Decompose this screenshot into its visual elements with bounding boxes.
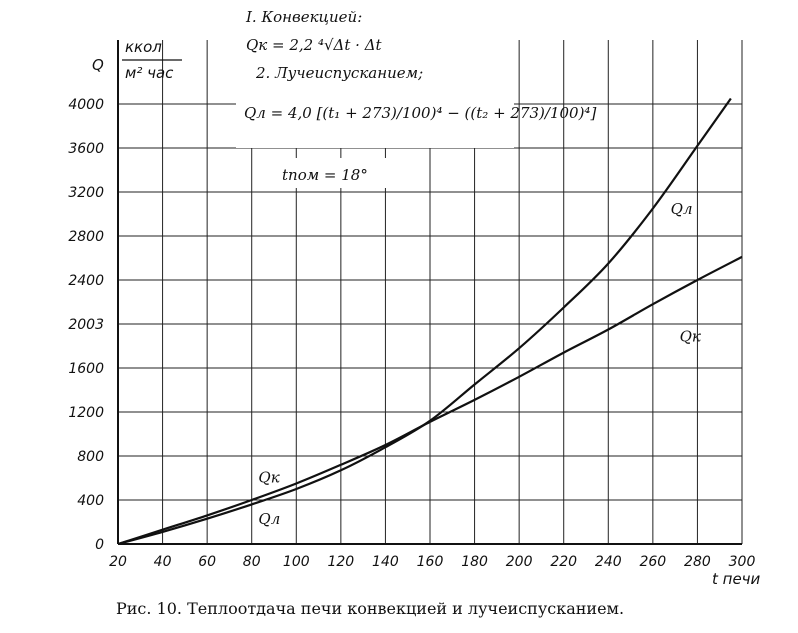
x-tick-label: 200 <box>506 554 533 570</box>
x-tick-label: 100 <box>283 554 310 570</box>
y-tick-label: 1600 <box>68 361 104 377</box>
x-tick-label: 120 <box>327 554 354 570</box>
y-tick-label: 0 <box>95 537 104 553</box>
y-tick-label: 2003 <box>68 317 104 333</box>
x-tick-label: 60 <box>198 554 216 570</box>
tpom-annotation: tпом = 18° <box>282 166 368 184</box>
series-label: Qл <box>671 200 693 218</box>
x-tick-label: 300 <box>729 554 756 570</box>
x-tick-label: 40 <box>154 554 172 570</box>
series-lines <box>117 97 743 546</box>
x-tick-label: 80 <box>243 554 261 570</box>
formula-line-1: I. Конвекцией: <box>245 8 362 26</box>
series-line-radiation <box>117 97 732 546</box>
x-tick-label: 20 <box>109 554 127 570</box>
x-tick-label: 220 <box>550 554 577 570</box>
x-tick-label: 280 <box>684 554 711 570</box>
x-tick-labels: 20 40 60 80 100 120 140 160 180 200 220 240 260 280 30… <box>109 554 755 570</box>
series-label: Qк <box>680 328 701 346</box>
y-tick-label: 2400 <box>68 273 104 289</box>
axes <box>117 40 742 545</box>
x-tick-label: 240 <box>595 554 622 570</box>
series-labels: Qл Qк Qк Qл <box>258 200 700 528</box>
x-tick-label: 260 <box>639 554 666 570</box>
formula-line-4: Qл = 4,0 [(t₁ + 273)/100)⁴ − ((t₂ + 273)… <box>244 104 596 122</box>
series-line-convection <box>117 255 743 546</box>
y-tick-label: 4000 <box>68 97 104 113</box>
y-tick-label: 800 <box>77 449 104 465</box>
series-label: Qк <box>258 468 279 486</box>
formula-line-2: Qк = 2,2 ⁴√Δt · Δt <box>246 36 383 54</box>
y-axis-unit-top: ккол <box>125 38 162 56</box>
y-tick-label: 1200 <box>68 405 104 421</box>
y-tick-labels: 0 400 800 1200 1600 2003 2400 2800 3200 3600 4000 <box>68 97 104 553</box>
y-axis-symbol: Q <box>92 56 104 74</box>
series-label: Qл <box>258 510 280 528</box>
y-tick-label: 2800 <box>68 229 104 245</box>
y-axis-unit-bottom: м² час <box>125 64 174 82</box>
x-axis-label: t печи <box>712 570 761 588</box>
y-tick-label: 3200 <box>68 185 104 201</box>
x-tick-label: 140 <box>372 554 399 570</box>
formula-line-3: 2. Лучеиспусканием; <box>255 64 423 82</box>
y-tick-label: 400 <box>77 493 104 509</box>
formula-box <box>236 2 514 148</box>
y-tick-label: 3600 <box>68 141 104 157</box>
tpom-box <box>268 158 386 188</box>
x-tick-label: 180 <box>461 554 488 570</box>
x-tick-label: 160 <box>417 554 444 570</box>
figure-caption: Рис. 10. Теплоотдача печи конвекцией и л… <box>116 599 624 618</box>
